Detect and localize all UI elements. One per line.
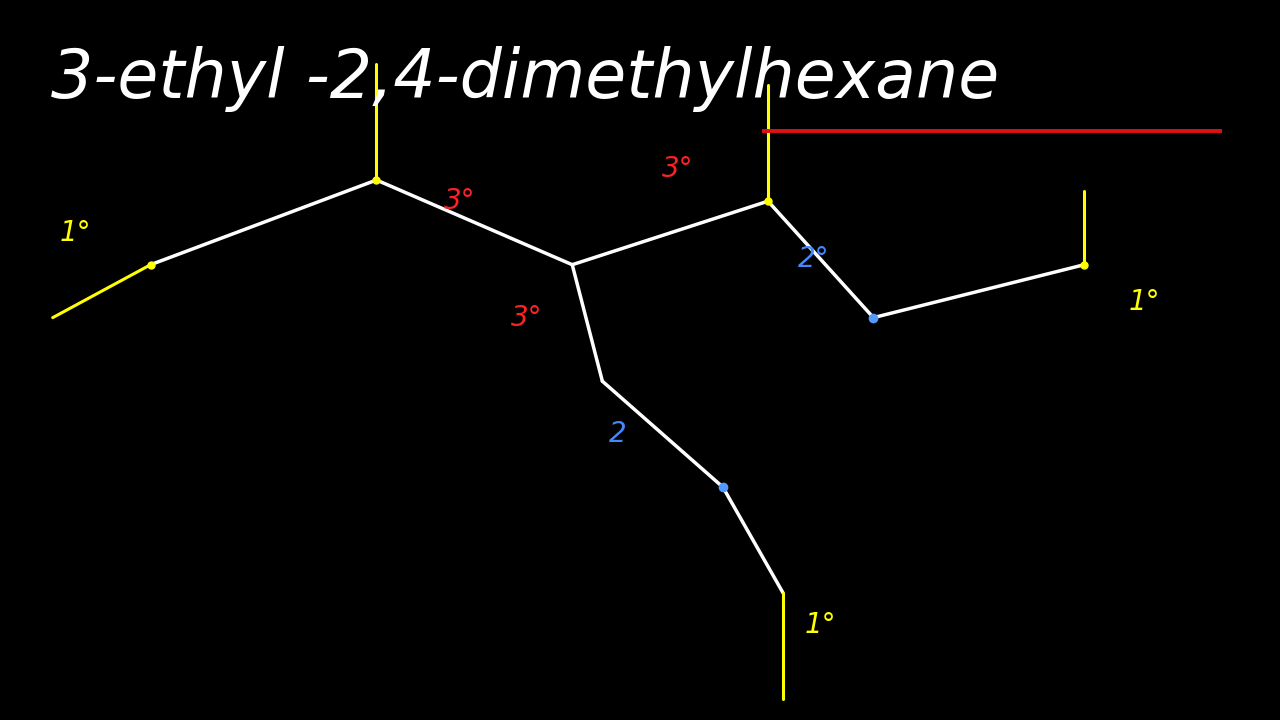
Text: 3°: 3° <box>444 187 475 215</box>
Text: 1°: 1° <box>1129 288 1160 316</box>
Text: 1°: 1° <box>805 611 836 639</box>
Text: 3-ethyl -2,4-dimethylhexane: 3-ethyl -2,4-dimethylhexane <box>51 46 1000 112</box>
Text: 2°: 2° <box>797 246 829 274</box>
Text: 3°: 3° <box>511 304 543 332</box>
Text: 1°: 1° <box>60 219 91 247</box>
Text: 3°: 3° <box>662 156 694 184</box>
Text: 2: 2 <box>608 420 626 448</box>
